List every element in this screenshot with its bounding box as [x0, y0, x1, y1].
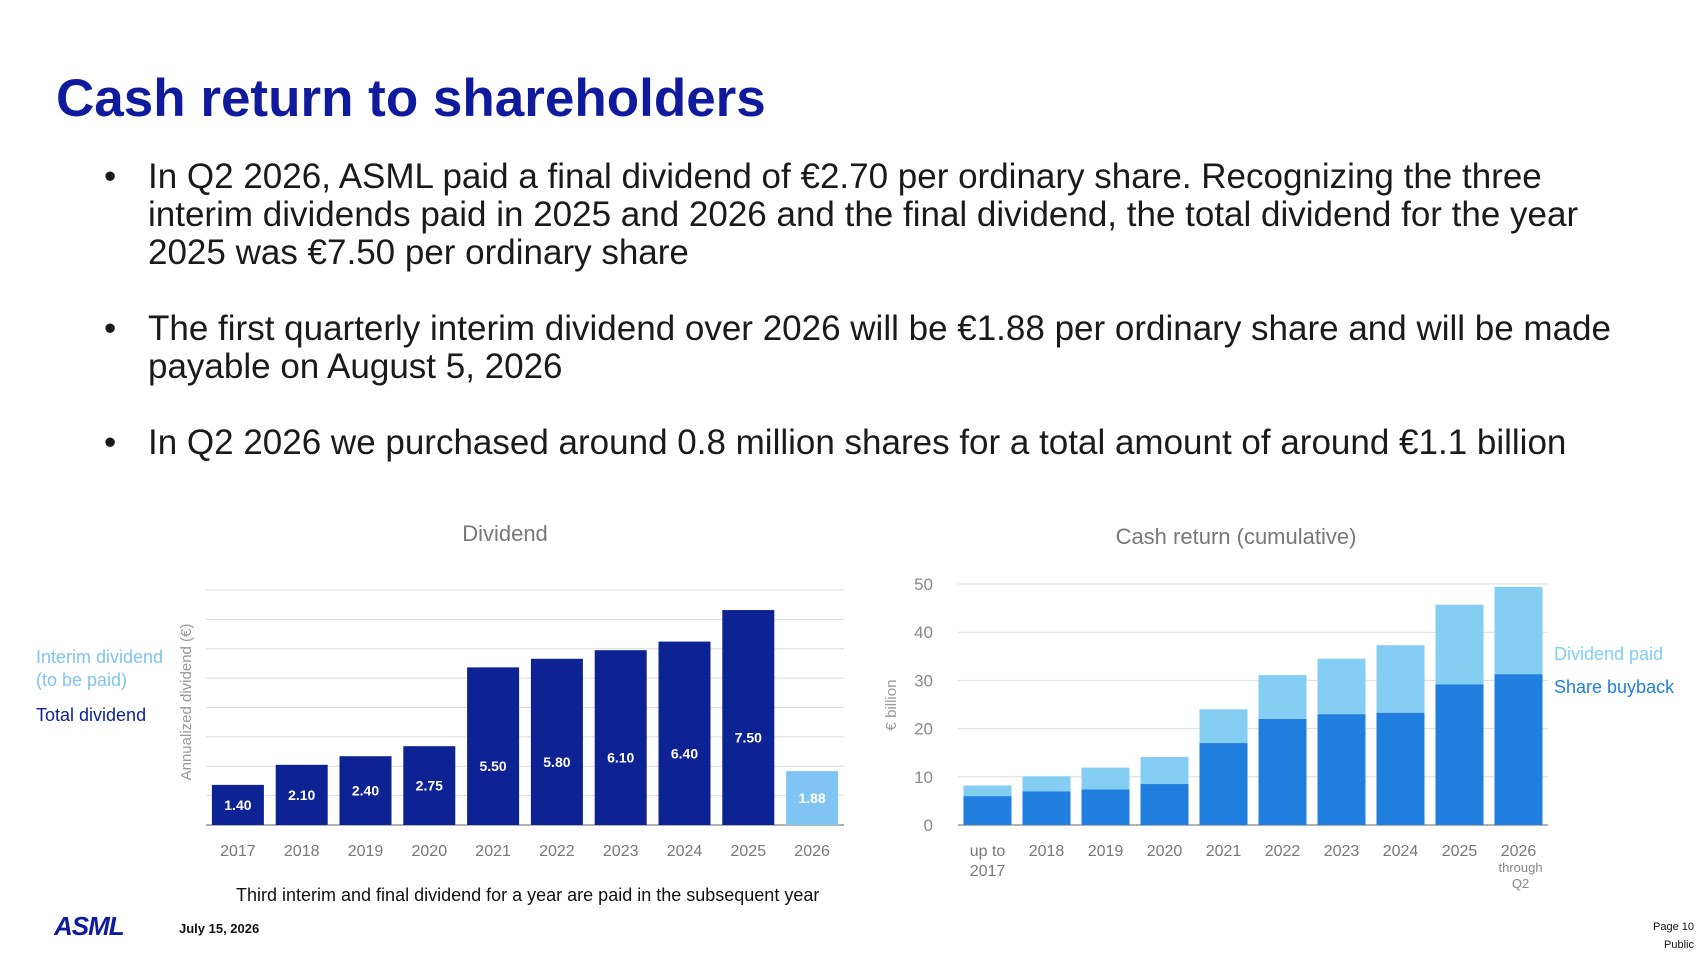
- share-buyback-bar: [1258, 718, 1307, 825]
- x-tick-label: 2019: [348, 843, 384, 860]
- classification-label: Public: [1664, 939, 1694, 951]
- x-tick-label: 2018: [1029, 843, 1065, 860]
- legend-share-buyback: Share buyback: [1554, 677, 1675, 697]
- dividend-bar: [467, 667, 520, 825]
- bar-value-label: 1.40: [224, 797, 251, 813]
- bar-value-label: 7.50: [735, 730, 762, 746]
- dividend-bar: [786, 771, 839, 825]
- x-tick-label-line: up to: [970, 843, 1006, 860]
- legend-label-line: (to be paid): [36, 670, 127, 690]
- bar-value-label: 6.10: [607, 750, 634, 766]
- bar-value-label: 2.40: [352, 783, 379, 799]
- bullet-item: • The first quarterly interim dividend ov…: [100, 310, 1620, 386]
- dividend-bar: [275, 764, 328, 825]
- y-tick-label: 20: [914, 720, 933, 739]
- x-tick-label: 2024: [1383, 843, 1419, 860]
- bullet-dot: •: [104, 423, 117, 462]
- slide-title: Cash return to shareholders: [56, 69, 766, 128]
- dividend-bar: [722, 610, 775, 825]
- legend-label-line: Interim dividend: [36, 647, 163, 667]
- dividend-paid-bar: [1022, 776, 1071, 792]
- x-tick-label: 2025: [731, 843, 767, 860]
- x-tick-label: 2020: [1147, 843, 1183, 860]
- legend-interim-dividend: Interim dividend (to be paid): [36, 647, 163, 690]
- slide-date: July 15, 2026: [179, 921, 260, 936]
- y-tick-label: 40: [914, 623, 933, 642]
- x-tick-label: 2017: [220, 843, 256, 860]
- bullet-text: In Q2 2026 we purchased around 0.8 milli…: [148, 423, 1567, 462]
- share-buyback-bar: [1317, 714, 1366, 825]
- x-tick-label: up to 2017: [970, 843, 1006, 880]
- dividend-bar: [658, 641, 711, 825]
- x-tick-label: 2023: [603, 843, 639, 860]
- x-tick-label: 2024: [667, 843, 703, 860]
- x-tick-label: 2018: [284, 843, 320, 860]
- share-buyback-bar: [1140, 784, 1189, 825]
- legend-total-dividend: Total dividend: [36, 705, 146, 725]
- bullet-text: The first quarterly interim dividend ove…: [148, 309, 1611, 386]
- x-tick-label: 2021: [475, 843, 511, 860]
- dividend-paid-bar: [1258, 675, 1307, 719]
- bullet-list: • In Q2 2026, ASML paid a final dividend …: [100, 158, 1620, 462]
- x-tick-label: 2020: [412, 843, 448, 860]
- dividend-bar: [594, 650, 647, 825]
- y-tick-label: 30: [914, 671, 933, 690]
- chart-footnote: Third interim and final dividend for a y…: [236, 885, 820, 905]
- svg-text:ASML: ASML: [54, 911, 124, 940]
- x-tick-label: 2026: [794, 843, 830, 860]
- x-tick-label: 2025: [1442, 843, 1478, 860]
- y-tick-label: 0: [924, 816, 933, 835]
- share-buyback-bar: [1199, 743, 1248, 825]
- x-tick-label-line: 2017: [970, 863, 1006, 880]
- dividend-chart-title: Dividend: [462, 521, 548, 546]
- bullet-item: • In Q2 2026 we purchased around 0.8 mill…: [100, 424, 1620, 462]
- dividend-bar: [339, 756, 392, 825]
- x-tick-label: 2026: [1501, 843, 1537, 860]
- bullet-item: • In Q2 2026, ASML paid a final dividend …: [100, 158, 1620, 272]
- x-tick-label: 2023: [1324, 843, 1360, 860]
- dividend-paid-bar: [1376, 645, 1425, 713]
- bullet-text: In Q2 2026, ASML paid a final dividend o…: [148, 157, 1579, 272]
- dividend-paid-bar: [1081, 767, 1130, 790]
- share-buyback-bar: [1435, 684, 1484, 825]
- y-axis-label: € billion: [883, 680, 900, 731]
- dividend-paid-bar: [1140, 757, 1189, 785]
- cash-return-chart-title: Cash return (cumulative): [1116, 524, 1357, 549]
- legend-dividend-paid: Dividend paid: [1554, 644, 1663, 664]
- x-tick-label: 2022: [1265, 843, 1301, 860]
- asml-logo: ASML: [54, 911, 125, 940]
- dividend-bar: [403, 746, 456, 825]
- bullet-dot: •: [104, 309, 117, 348]
- y-axis-label: Annualized dividend (€): [178, 624, 195, 781]
- share-buyback-bar: [1022, 791, 1071, 825]
- dividend-paid-bar: [963, 785, 1012, 797]
- x-tick-sublabel: Q2: [1512, 876, 1529, 891]
- share-buyback-bar: [1494, 674, 1543, 825]
- bar-value-label: 1.88: [798, 790, 825, 806]
- dividend-paid-bar: [1317, 658, 1366, 715]
- bar-value-label: 2.75: [416, 778, 443, 794]
- bar-value-label: 6.40: [671, 745, 698, 761]
- share-buyback-bar: [1376, 712, 1425, 825]
- x-tick-label: 2021: [1206, 843, 1242, 860]
- share-buyback-bar: [1081, 789, 1130, 825]
- dividend-bar: [211, 784, 264, 825]
- bullet-dot: •: [104, 157, 117, 196]
- dividend-paid-bar: [1435, 604, 1484, 685]
- bar-value-label: 5.50: [479, 758, 506, 774]
- page-number: Page 10: [1653, 921, 1694, 933]
- dividend-paid-bar: [1494, 586, 1543, 675]
- x-tick-label: 2019: [1088, 843, 1124, 860]
- y-tick-label: 50: [914, 575, 933, 594]
- dividend-paid-bar: [1199, 709, 1248, 744]
- bar-value-label: 2.10: [288, 787, 315, 803]
- y-tick-label: 10: [914, 768, 933, 787]
- bar-value-label: 5.80: [543, 754, 570, 770]
- x-tick-label: 2022: [539, 843, 575, 860]
- share-buyback-bar: [963, 796, 1012, 825]
- x-tick-sublabel: through: [1498, 860, 1542, 875]
- dividend-bar: [530, 658, 583, 825]
